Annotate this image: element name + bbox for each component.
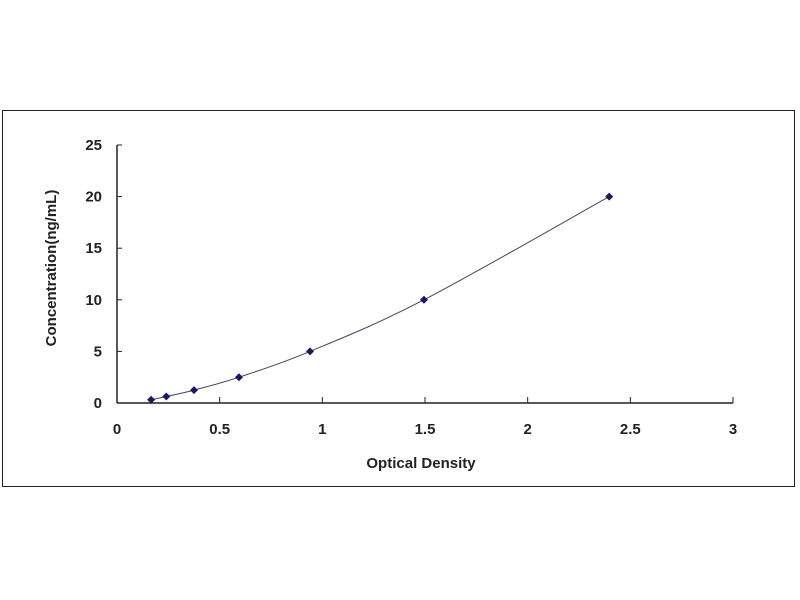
x-tick-label: 0.5 — [209, 421, 230, 438]
x-tick-label: 1.5 — [415, 421, 436, 438]
y-tick-label: 10 — [85, 292, 102, 309]
x-tick-label: 3 — [729, 421, 737, 438]
y-tick-label: 20 — [85, 189, 102, 206]
y-tick-label: 15 — [85, 240, 102, 257]
x-tick-label: 2.5 — [620, 421, 641, 438]
y-tick-label: 25 — [85, 137, 102, 154]
data-point — [147, 395, 156, 404]
y-tick-label: 5 — [94, 343, 102, 360]
trend-curve — [150, 196, 610, 401]
data-point — [190, 386, 198, 395]
y-axis-label: Concentration(ng/mL) — [43, 190, 60, 347]
data-point — [306, 347, 315, 356]
x-tick-label: 1 — [318, 421, 326, 438]
x-tick-label: 2 — [523, 421, 531, 438]
chart-frame — [2, 110, 795, 487]
data-point — [162, 392, 171, 401]
y-tick-label: 0 — [94, 395, 102, 412]
data-point — [419, 295, 428, 304]
data-point — [605, 192, 614, 201]
x-tick-label: 0 — [113, 421, 121, 438]
data-point — [234, 373, 243, 382]
x-axis-label: Optical Density — [366, 455, 476, 472]
